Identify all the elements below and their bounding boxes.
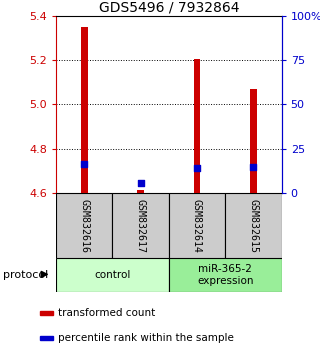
Point: [82, 161, 87, 167]
Bar: [112, 193, 169, 258]
Text: GSM832617: GSM832617: [136, 199, 146, 253]
Bar: [225, 193, 282, 258]
Bar: [56, 258, 169, 292]
Point: [195, 165, 200, 171]
Bar: [56, 193, 112, 258]
Point: [251, 164, 256, 170]
Text: GSM832614: GSM832614: [192, 199, 202, 253]
Bar: [81, 27, 88, 193]
Bar: [250, 89, 257, 193]
Point: [138, 180, 143, 186]
Text: percentile rank within the sample: percentile rank within the sample: [58, 333, 234, 343]
Text: transformed count: transformed count: [58, 308, 156, 318]
Bar: [40, 311, 53, 315]
Bar: [137, 190, 144, 193]
Bar: [169, 258, 282, 292]
Text: GSM832615: GSM832615: [248, 199, 259, 253]
Text: GSM832616: GSM832616: [79, 199, 89, 253]
Text: miR-365-2
expression: miR-365-2 expression: [197, 264, 253, 286]
Bar: [169, 193, 225, 258]
Bar: [194, 59, 200, 193]
Text: protocol: protocol: [3, 270, 48, 280]
Title: GDS5496 / 7932864: GDS5496 / 7932864: [99, 1, 239, 15]
Text: control: control: [94, 270, 131, 280]
Bar: [40, 336, 53, 340]
